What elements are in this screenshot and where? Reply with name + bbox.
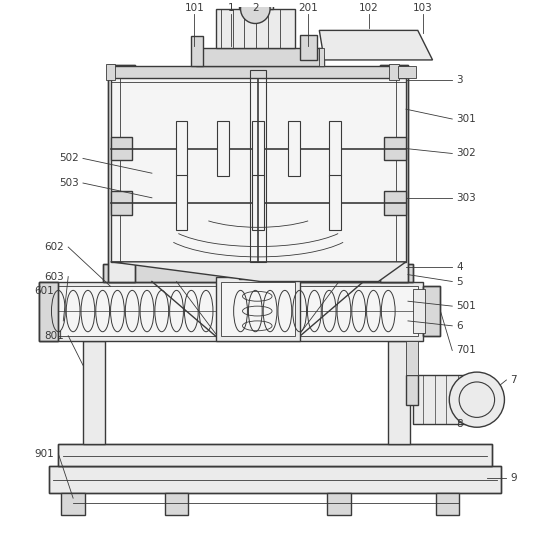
Text: 303: 303 — [456, 193, 476, 203]
Bar — [175, 175, 188, 230]
Bar — [217, 121, 229, 176]
Text: 502: 502 — [59, 153, 79, 163]
Bar — [406, 375, 418, 405]
Bar — [103, 264, 413, 281]
Polygon shape — [111, 262, 406, 281]
Bar — [327, 493, 351, 515]
Bar — [58, 444, 492, 466]
Bar — [111, 66, 406, 77]
Bar — [239, 264, 276, 279]
Bar — [252, 121, 264, 176]
Bar — [39, 281, 58, 341]
Bar — [43, 286, 418, 336]
Bar — [216, 277, 300, 341]
Bar — [406, 341, 418, 375]
Polygon shape — [320, 30, 432, 60]
Text: 2: 2 — [252, 3, 258, 13]
Text: 301: 301 — [456, 114, 476, 124]
Text: 4: 4 — [456, 262, 463, 272]
Bar — [108, 65, 135, 281]
Text: 302: 302 — [456, 148, 476, 159]
Bar — [111, 70, 406, 262]
Bar — [423, 286, 441, 336]
Bar — [320, 48, 324, 66]
Bar — [111, 191, 132, 215]
Text: 6: 6 — [456, 321, 463, 331]
Bar — [39, 281, 58, 341]
Bar — [39, 281, 423, 341]
Bar — [381, 65, 408, 281]
Text: 501: 501 — [456, 301, 476, 311]
Bar — [250, 70, 266, 262]
Text: 503: 503 — [59, 178, 79, 188]
Bar — [164, 493, 188, 515]
Bar — [329, 175, 341, 230]
Text: 602: 602 — [45, 242, 64, 252]
Text: 901: 901 — [35, 449, 54, 459]
Bar — [329, 121, 341, 176]
Bar — [389, 64, 399, 80]
Text: 1: 1 — [227, 3, 234, 13]
Text: 7: 7 — [510, 375, 517, 385]
Bar — [48, 466, 502, 493]
Bar — [436, 493, 459, 515]
Bar — [381, 65, 408, 281]
Bar — [216, 9, 295, 48]
Text: 101: 101 — [184, 3, 204, 13]
Bar — [252, 175, 264, 230]
Text: 801: 801 — [45, 331, 64, 341]
Text: 103: 103 — [413, 3, 433, 13]
Bar — [106, 64, 116, 80]
Text: 603: 603 — [45, 272, 64, 281]
Text: 701: 701 — [456, 345, 476, 356]
Bar — [288, 121, 300, 176]
Text: 5: 5 — [456, 277, 463, 287]
Bar — [48, 466, 502, 493]
Bar — [221, 281, 295, 336]
Bar — [300, 35, 317, 60]
Text: 601: 601 — [35, 286, 54, 296]
Bar — [175, 121, 188, 176]
Text: 9: 9 — [510, 474, 517, 483]
Bar — [191, 36, 203, 66]
Bar — [388, 341, 410, 444]
Bar — [398, 66, 416, 77]
Circle shape — [449, 372, 504, 427]
Bar — [103, 264, 413, 281]
Bar — [58, 444, 492, 466]
Text: 102: 102 — [359, 3, 378, 13]
Bar — [384, 137, 406, 160]
Bar — [196, 48, 324, 66]
Bar — [83, 341, 104, 444]
Text: 201: 201 — [299, 3, 318, 13]
Bar — [413, 289, 425, 333]
Text: 8: 8 — [456, 419, 463, 429]
Circle shape — [240, 0, 270, 23]
Bar — [61, 493, 85, 515]
Bar — [239, 0, 273, 9]
Bar — [423, 286, 441, 336]
Bar — [108, 65, 135, 281]
Bar — [384, 191, 406, 215]
Bar — [413, 375, 482, 425]
Bar — [111, 137, 132, 160]
Text: 3: 3 — [456, 75, 463, 84]
